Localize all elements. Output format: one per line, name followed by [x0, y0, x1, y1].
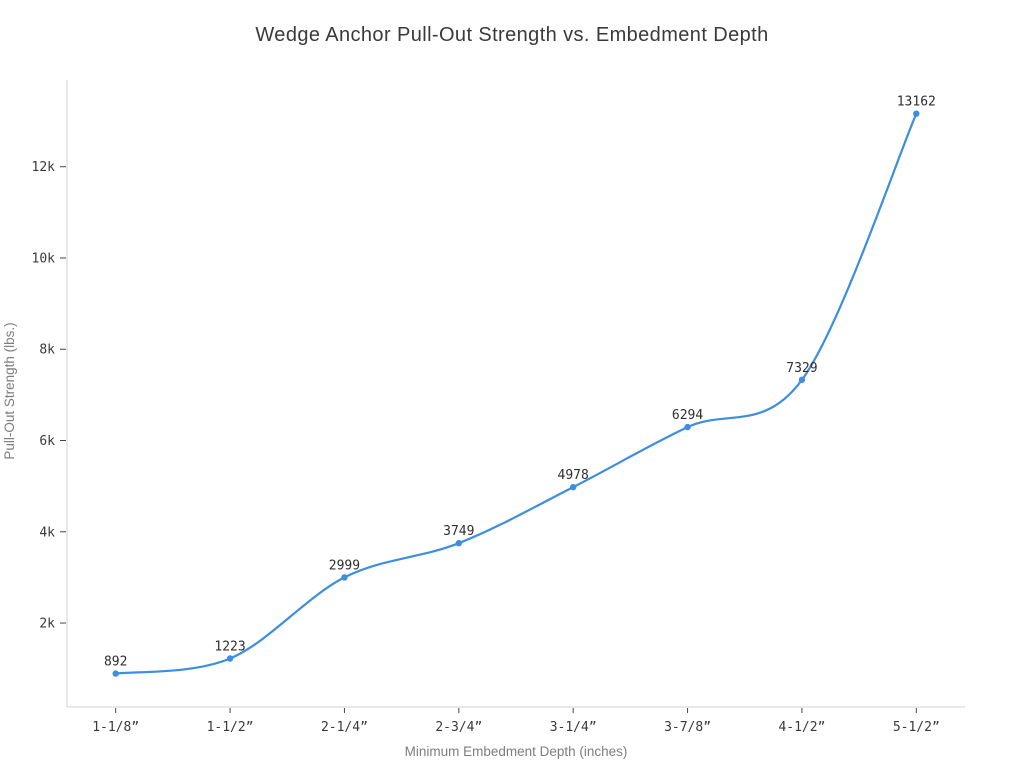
data-point-marker [455, 540, 463, 547]
y-axis: 2k 4k 6k 8k 10k 12k Pull-Out Strength (lbs.) [2, 80, 68, 707]
x-tick-label: 3-7/8” [664, 720, 711, 735]
x-tick-label: 3-1/4” [550, 720, 597, 735]
y-tick-label: 8k [39, 343, 55, 358]
data-point-label: 6294 [672, 408, 703, 423]
y-tick-label: 10k [32, 251, 56, 266]
x-tick-label: 2-3/4” [435, 720, 482, 735]
series-layer: 892 1223 2999 3749 4978 6294 7329 13162 [104, 95, 936, 677]
data-point-marker [112, 670, 119, 677]
data-point-marker [569, 483, 577, 491]
data-point-label: 3749 [443, 524, 474, 539]
y-axis-title: Pull-Out Strength (lbs.) [2, 322, 17, 459]
data-point-label: 13162 [897, 95, 936, 110]
x-axis-title: Minimum Embedment Depth (inches) [405, 744, 628, 759]
data-point-label: 1223 [214, 639, 245, 654]
x-axis: 1-1/8” 1-1/2” 2-1/4” 2-3/4” 3-1/4” 3-7/8” 4-1/… [67, 706, 965, 759]
x-tick-label: 1-1/8” [92, 720, 139, 735]
y-tick-label: 6k [39, 434, 55, 449]
data-point-marker [226, 655, 234, 662]
data-point-label: 7329 [786, 361, 817, 376]
series-line [114, 112, 918, 675]
data-point-marker [684, 423, 691, 431]
x-tick-group: 1-1/8” 1-1/2” 2-1/4” 2-3/4” 3-1/4” 3-7/8” 4-1/… [92, 708, 940, 735]
y-tick-label: 12k [32, 160, 56, 175]
data-point-marker [913, 110, 920, 117]
x-tick-label: 2-1/4” [321, 720, 368, 735]
y-tick-group: 2k 4k 6k 8k 10k 12k [32, 160, 66, 632]
data-point-label: 4978 [558, 468, 589, 483]
x-tick-label: 4-1/2” [778, 720, 825, 735]
data-point-label: 2999 [329, 558, 360, 573]
data-point-label: 892 [104, 655, 127, 670]
y-tick-label: 2k [39, 617, 55, 632]
data-point-marker [341, 574, 348, 581]
chart-title: Wedge Anchor Pull-Out Strength vs. Embed… [255, 24, 768, 46]
data-point-marker [798, 376, 806, 384]
x-tick-label: 1-1/2” [207, 720, 254, 735]
y-tick-label: 4k [39, 525, 55, 540]
x-tick-label: 5-1/2” [893, 720, 940, 735]
